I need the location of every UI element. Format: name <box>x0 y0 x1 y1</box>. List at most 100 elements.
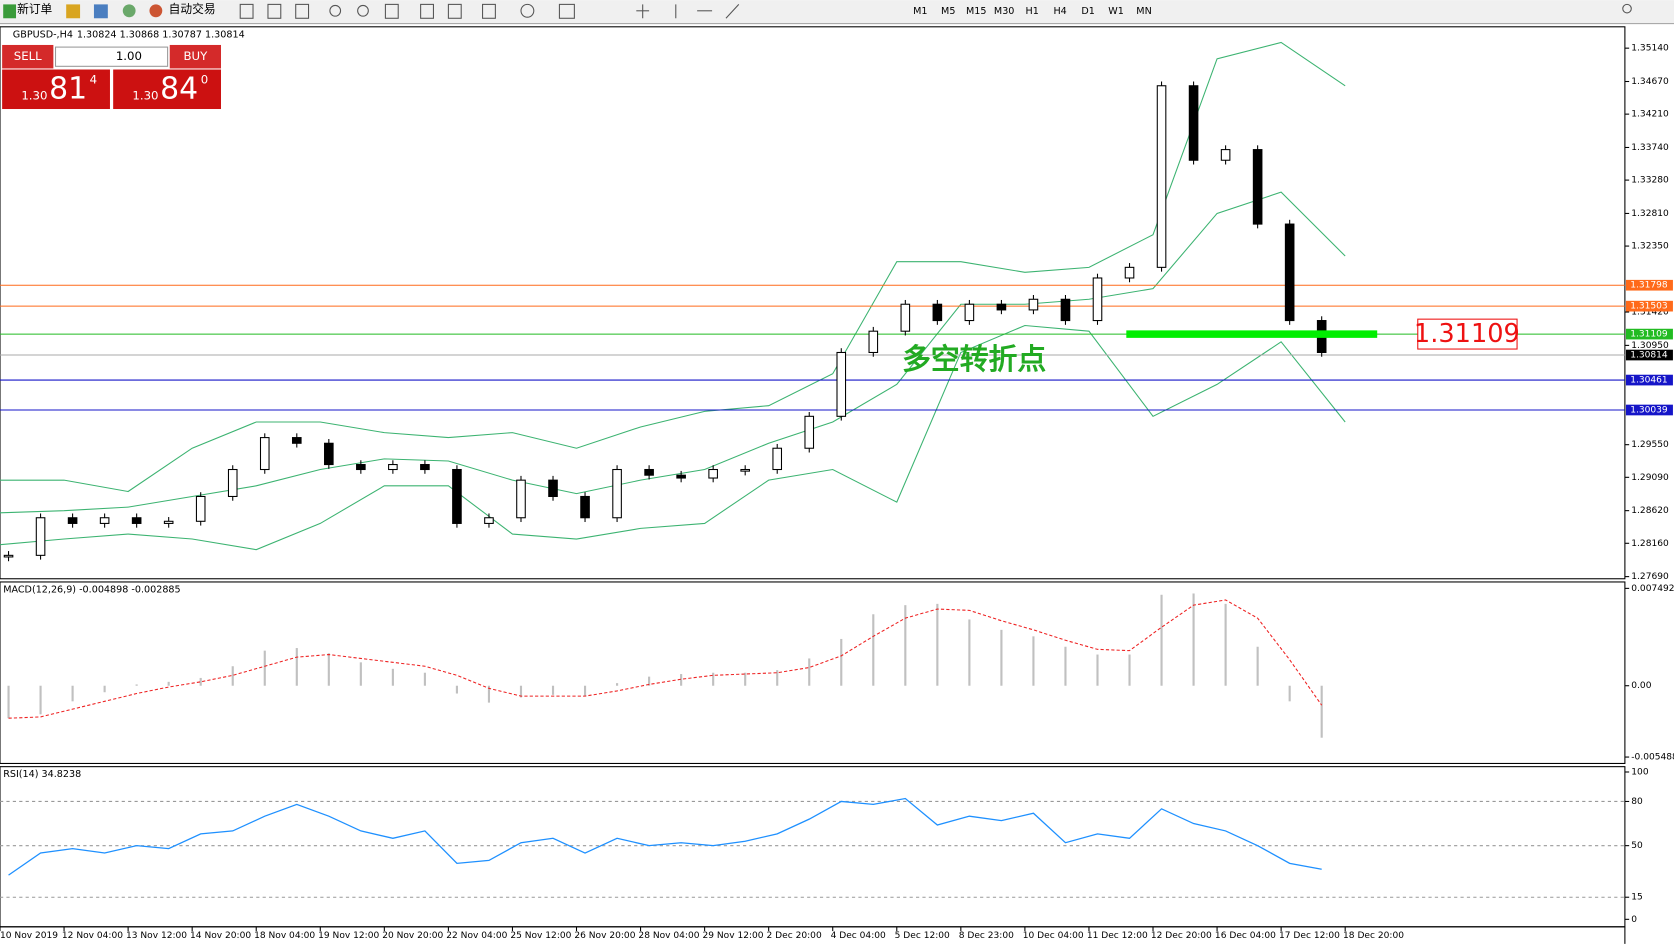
timeframe-button[interactable]: MN <box>1136 6 1151 17</box>
x-tick-label: 12 Nov 04:00 <box>62 931 123 941</box>
tool-icon[interactable] <box>122 4 136 18</box>
timeframe-button[interactable]: H4 <box>1053 6 1066 17</box>
ohlc-info: 1.30824 1.30868 1.30787 1.30814 <box>77 29 245 40</box>
candle-icon[interactable] <box>267 3 282 19</box>
x-tick-label: 28 Nov 04:00 <box>638 931 699 941</box>
candle <box>67 517 78 524</box>
tile-icon[interactable] <box>384 3 399 19</box>
rsi-title: RSI(14) 34.8238 <box>3 769 81 780</box>
y-tick-label: 1.29090 <box>1631 473 1669 483</box>
order-panel: SELL 1.00 BUY 1.30 81 4 1.30 84 0 <box>2 44 221 110</box>
x-tick-label: 18 Dec 20:00 <box>1343 931 1404 941</box>
y-tick-label: 1.33740 <box>1631 143 1669 153</box>
macd-bar <box>776 670 779 686</box>
period-icon[interactable] <box>520 3 535 18</box>
y-tick-label: 1.32810 <box>1631 209 1669 219</box>
annotation: 多空转折点 <box>902 342 1046 376</box>
macd-bar <box>968 619 971 686</box>
x-tick-label: 2 Dec 20:00 <box>767 931 822 941</box>
timeframe-button[interactable]: M5 <box>941 6 955 17</box>
lot-size[interactable]: 1.00 <box>116 49 142 63</box>
timeframe-button[interactable]: M1 <box>913 6 927 17</box>
macd-bar <box>391 668 394 686</box>
timeframe-button[interactable]: D1 <box>1081 6 1095 17</box>
price-level-tag <box>1625 300 1673 312</box>
y-tick-label: 100 <box>1631 767 1649 777</box>
new-order-icon[interactable] <box>3 4 17 19</box>
zoom-out-icon[interactable] <box>357 4 369 17</box>
bar-chart-icon[interactable] <box>239 3 254 19</box>
macd-bar <box>359 662 362 686</box>
scroll-icon[interactable] <box>420 3 434 19</box>
macd-bar <box>1096 654 1099 686</box>
template-icon[interactable] <box>558 3 575 19</box>
price-level-label: 1.30461 <box>1630 376 1667 386</box>
macd-bar <box>808 658 811 686</box>
macd-frame <box>0 581 1626 764</box>
y-tick-label: 1.34210 <box>1631 110 1669 120</box>
candle <box>772 447 783 471</box>
x-tick-label: 13 Nov 12:00 <box>126 931 187 941</box>
toolbar-icons <box>239 3 1632 19</box>
macd-bar <box>455 685 459 694</box>
x-tick-label: 22 Nov 04:00 <box>446 931 507 941</box>
candle <box>1060 298 1071 322</box>
x-tick-label: 10 Nov 2019 <box>0 931 58 941</box>
sell-label[interactable]: SELL <box>14 49 42 63</box>
candle <box>1124 266 1135 279</box>
price-level-tag <box>1625 349 1673 361</box>
y-tick-label: 0.00 <box>1631 681 1651 691</box>
auto-trading-button[interactable]: 自动交易 <box>169 2 216 16</box>
macd-bar <box>744 672 747 686</box>
signal-line <box>8 599 1323 719</box>
bollinger-upper <box>0 41 1346 493</box>
y-tick-label: 1.33280 <box>1631 176 1669 186</box>
new-order-button[interactable]: 新订单 <box>17 2 52 16</box>
macd-bar <box>39 685 42 715</box>
tool-icon[interactable] <box>66 4 81 19</box>
timeframe-button[interactable]: M30 <box>994 6 1015 17</box>
zoom-in-icon[interactable] <box>329 4 342 17</box>
buy-price-pips: 84 <box>160 71 198 106</box>
sell-button[interactable] <box>2 44 54 69</box>
candle <box>195 495 206 522</box>
macd-bar <box>199 677 202 686</box>
candle <box>580 495 590 519</box>
x-tick-label: 26 Nov 20:00 <box>574 931 635 941</box>
buy-button[interactable] <box>169 44 221 69</box>
tool-icon[interactable] <box>93 4 108 19</box>
candle <box>1156 85 1167 268</box>
buy-label[interactable]: BUY <box>183 49 208 63</box>
timeframe-button[interactable]: W1 <box>1108 6 1124 17</box>
x-tick-label: 18 Nov 04:00 <box>254 931 315 941</box>
x-tick-label: 12 Dec 20:00 <box>1151 931 1212 941</box>
macd-title: MACD(12,26,9) -0.004898 -0.002885 <box>3 584 180 595</box>
timeframe-button[interactable]: M15 <box>966 6 987 17</box>
trendline-icon[interactable] <box>725 4 740 19</box>
y-tick-label: 1.27690 <box>1631 572 1669 582</box>
timeframe-button[interactable]: H1 <box>1025 6 1038 17</box>
y-tick-label: 1.28620 <box>1631 506 1669 516</box>
candle <box>996 303 1007 311</box>
candle <box>484 517 494 524</box>
sell-price-box[interactable] <box>2 69 110 110</box>
y-tick-label: 0 <box>1631 915 1637 925</box>
candle <box>516 479 526 519</box>
search-icon[interactable] <box>1622 3 1632 14</box>
bollinger-lower <box>0 324 1346 551</box>
buy-price-big: 1.30 <box>132 89 158 103</box>
candle <box>804 415 815 449</box>
price-level-tag <box>1625 328 1673 340</box>
macd-bar <box>1288 685 1291 702</box>
macd-bar <box>936 603 939 686</box>
y-tick-label: 1.29550 <box>1631 440 1669 450</box>
candle <box>35 517 46 556</box>
buy-price-box[interactable] <box>113 69 221 110</box>
macd-bar <box>135 684 138 686</box>
auto-trading-icon[interactable] <box>149 4 163 18</box>
lot-box[interactable] <box>54 46 169 67</box>
price-level-label: 1.31503 <box>1630 302 1668 312</box>
indicator-icon[interactable] <box>482 3 496 19</box>
line-icon[interactable] <box>295 3 310 19</box>
shift-icon[interactable] <box>447 3 462 19</box>
